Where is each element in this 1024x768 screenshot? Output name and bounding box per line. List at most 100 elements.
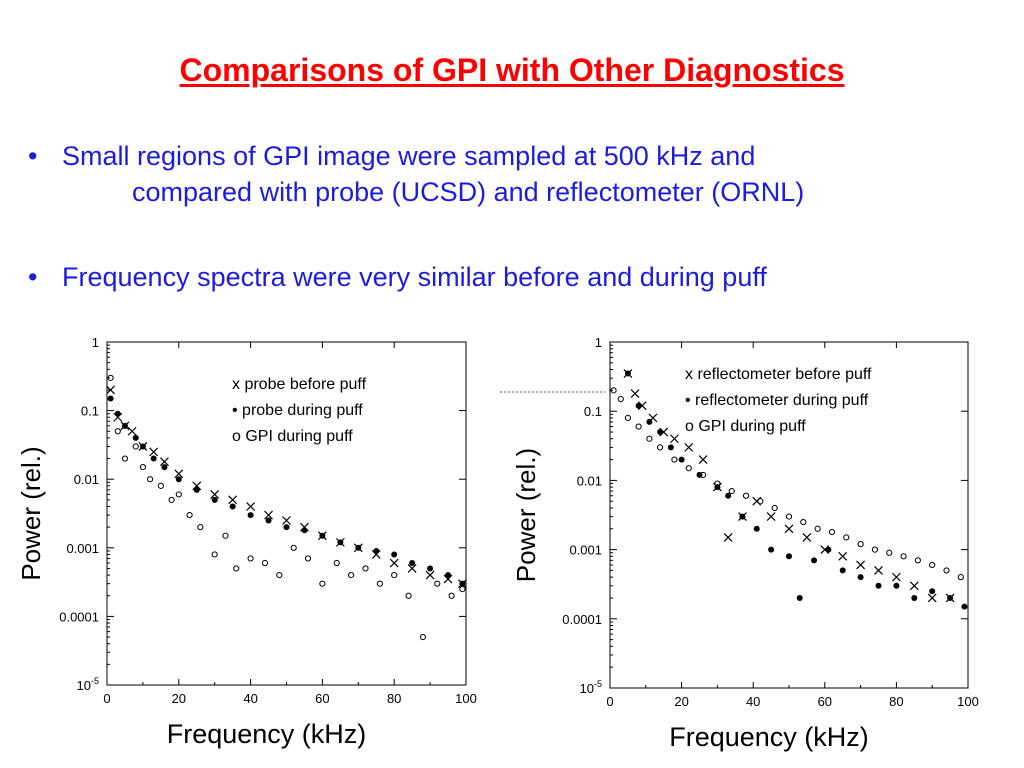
data-point-circle	[728, 488, 735, 495]
data-point-dot	[857, 574, 864, 581]
data-point-dot	[893, 582, 900, 589]
data-point-circle	[828, 528, 836, 536]
data-point-circle	[699, 471, 707, 479]
data-point-dot	[839, 567, 846, 574]
data-point-circle	[132, 443, 139, 450]
chart-reflectometer-comparison: 0 20 40 60 80 100 1 0.1 0.01 0.001 0.0001 10-5 Power…	[511, 335, 979, 752]
x-tick-label: 100	[455, 691, 477, 706]
data-point-circle	[348, 571, 355, 579]
data-point-dot	[355, 544, 362, 551]
data-point-dot	[114, 410, 121, 417]
data-point-circle	[957, 574, 964, 581]
data-point-dot	[646, 418, 653, 425]
data-point-circle	[175, 491, 182, 498]
data-point-dot	[445, 572, 452, 579]
data-point-circle	[376, 580, 383, 587]
x-axis-title: Frequency (kHz)	[167, 719, 367, 749]
x-tick-label: 60	[315, 691, 329, 706]
data-point-x	[407, 564, 417, 573]
data-point-circle	[434, 580, 441, 587]
legend-entry: • reflectometer during puff	[685, 392, 869, 409]
bullet-marker: •	[28, 262, 38, 292]
data-point-dot	[768, 546, 775, 553]
data-point-dot	[961, 603, 968, 610]
bullet-1: • Small regions of GPI image were sampled…	[28, 138, 804, 210]
data-point-x	[630, 389, 640, 398]
slide-title: Comparisons of GPI with Other Diagnostic…	[179, 52, 845, 88]
y-tick-label: 0.001	[66, 541, 99, 556]
data-point-x	[874, 566, 883, 575]
data-point-dot	[121, 422, 128, 429]
data-point-dot	[929, 588, 936, 595]
data-point-x	[670, 434, 679, 444]
data-point-circle	[610, 387, 617, 394]
data-point-dot	[391, 551, 398, 558]
data-point-dot	[678, 456, 685, 463]
data-point-circle	[843, 534, 850, 541]
data-point-circle	[261, 559, 269, 567]
x-tick-label: 0	[606, 694, 613, 709]
y-tick-label: 1	[595, 335, 602, 350]
y-tick-label: 0.01	[577, 473, 602, 488]
data-point-x	[210, 489, 220, 499]
data-point-x	[174, 469, 184, 479]
x-tick-label: 100	[957, 694, 979, 709]
y-tick-label: 0.01	[74, 472, 99, 487]
data-point-x	[927, 593, 937, 603]
data-point-x	[856, 560, 866, 570]
data-point-circle	[197, 524, 204, 531]
data-point-dot	[753, 525, 760, 532]
data-point-circle	[247, 555, 254, 562]
data-point-x	[282, 516, 291, 525]
legend-entry: x reflectometer before puff	[685, 366, 872, 383]
data-point-dot	[459, 580, 466, 587]
data-point-dot	[427, 565, 434, 572]
data-point-circle	[114, 428, 121, 435]
legend-entry: o GPI during puff	[232, 428, 353, 445]
data-point-dot	[667, 444, 674, 451]
data-point-x	[228, 495, 238, 505]
data-point-dot	[739, 513, 746, 520]
data-point-circle	[617, 395, 624, 403]
data-point-dot	[107, 395, 114, 402]
data-point-circle	[771, 504, 778, 512]
data-point-circle	[222, 532, 229, 539]
data-point-x	[264, 510, 273, 520]
x-tick-label: 40	[243, 691, 257, 706]
bullet-2-line-1: Frequency spectra were very similar befo…	[62, 262, 767, 292]
plot-frame	[106, 341, 467, 686]
data-point-dot	[624, 370, 631, 377]
data-point-circle	[943, 567, 950, 574]
data-point-circle	[107, 374, 114, 381]
data-point-circle	[624, 414, 632, 422]
data-point-circle	[391, 571, 398, 579]
data-point-dot	[265, 517, 272, 524]
y-tick-label: 0.0001	[562, 612, 602, 627]
data-point-x	[246, 502, 256, 511]
data-point-dot	[373, 547, 380, 554]
data-point-circle	[671, 456, 678, 463]
data-point-dot	[947, 594, 954, 601]
data-point-dot	[409, 560, 416, 567]
data-point-circle	[459, 586, 466, 593]
data-point-circle	[857, 541, 864, 548]
data-point-dot	[725, 492, 732, 499]
x-tick-label: 20	[674, 694, 688, 709]
data-point-x	[106, 385, 116, 395]
data-point-x	[909, 581, 919, 591]
data-point-dot	[283, 524, 290, 531]
data-point-dot	[657, 429, 664, 436]
data-point-dot	[911, 594, 918, 601]
y-tick-label: 10-5	[77, 676, 99, 693]
legend-entry: x probe before puff	[232, 376, 367, 393]
y-tick-label: 0.0001	[59, 609, 99, 624]
data-point-circle	[121, 455, 129, 462]
data-point-dot	[161, 464, 168, 471]
data-point-x	[766, 512, 776, 522]
data-point-circle	[929, 561, 936, 569]
data-point-circle	[290, 544, 297, 551]
legend-entry: o GPI during puff	[685, 418, 806, 435]
data-point-circle	[814, 525, 821, 532]
data-point-circle	[419, 633, 427, 641]
data-point-circle	[233, 565, 240, 572]
